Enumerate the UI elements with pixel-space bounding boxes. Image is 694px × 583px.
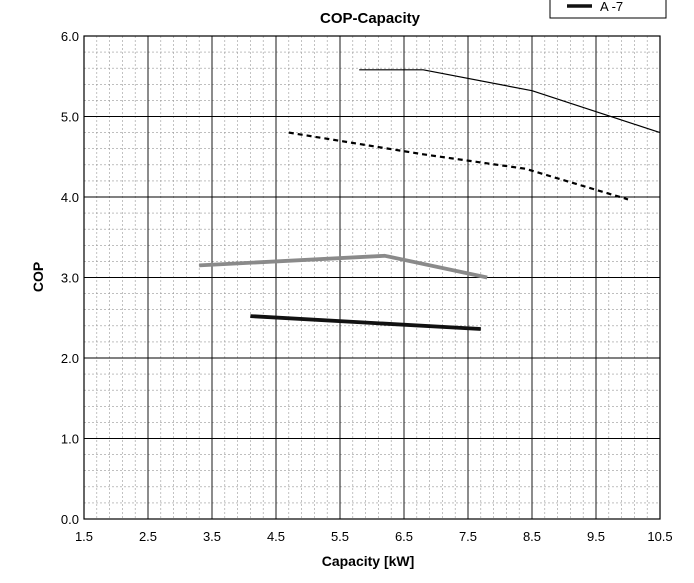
x-tick-label: 10.5 (647, 529, 672, 544)
y-axis-title: COP (30, 262, 46, 292)
x-tick-label: 6.5 (395, 529, 413, 544)
series-line-4 (250, 314, 481, 331)
y-tick-label: 5.0 (61, 110, 79, 125)
series-line-3 (199, 253, 488, 280)
x-tick-labels: 1.5 2.5 3.5 4.5 5.5 6.5 7.5 8.5 9.5 10.5 (75, 529, 673, 544)
x-tick-label: 2.5 (139, 529, 157, 544)
x-tick-label: 4.5 (267, 529, 285, 544)
x-axis-title: Capacity [kW] (322, 553, 415, 569)
x-tick-label: 3.5 (203, 529, 221, 544)
y-tick-label: 3.0 (61, 271, 79, 286)
y-tick-label: 0.0 (61, 512, 79, 527)
chart-title: COP-Capacity (320, 10, 421, 27)
x-tick-label: 9.5 (587, 529, 605, 544)
y-tick-labels: 0.0 1.0 2.0 3.0 4.0 5.0 6.0 (61, 29, 79, 527)
y-tick-label: 4.0 (61, 190, 79, 205)
series-line-1 (359, 69, 661, 134)
legend-label-a-7: A -7 (600, 0, 623, 14)
y-tick-label: 2.0 (61, 351, 79, 366)
y-tick-label: 1.0 (61, 432, 79, 447)
series-layer (199, 69, 661, 331)
major-gridlines (84, 36, 660, 519)
plot-frame (83, 35, 661, 520)
legend: A -7 (549, 0, 667, 19)
x-tick-label: 8.5 (523, 529, 541, 544)
x-tick-label: 1.5 (75, 529, 93, 544)
x-tick-label: 5.5 (331, 529, 349, 544)
y-tick-label: 6.0 (61, 29, 79, 44)
x-tick-label: 7.5 (459, 529, 477, 544)
series-line-2 (288, 131, 629, 201)
